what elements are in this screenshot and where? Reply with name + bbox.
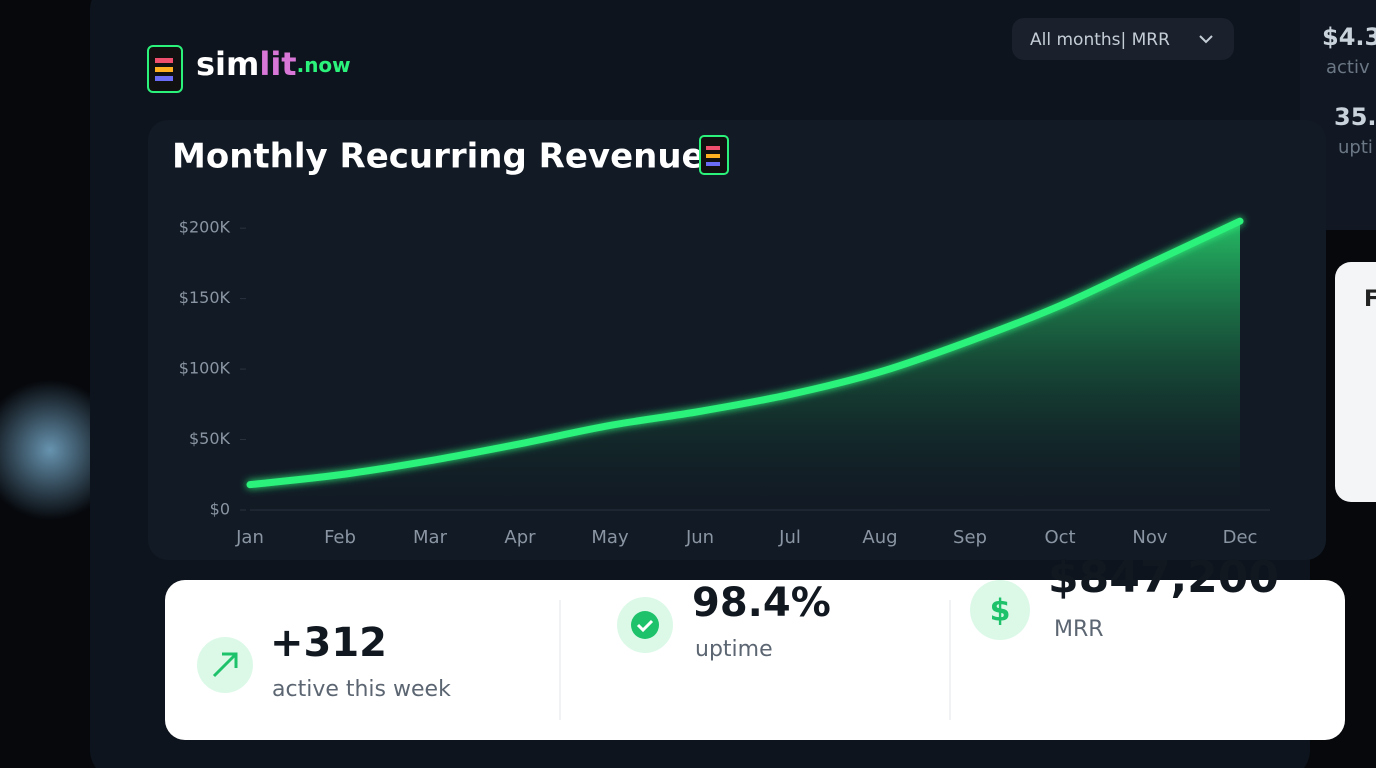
x-tick-label: Dec — [1223, 527, 1258, 548]
side-text: F — [1364, 287, 1376, 312]
brand-sim: sim — [196, 45, 259, 83]
x-tick-label: May — [591, 527, 629, 548]
x-tick-label: Nov — [1132, 527, 1167, 548]
logo — [147, 45, 183, 93]
stat-icon — [970, 580, 1030, 640]
x-tick-label: Jul — [778, 527, 801, 548]
stats-card — [165, 580, 1345, 740]
x-tick-label: Mar — [413, 527, 448, 548]
stat-label: uptime — [695, 637, 773, 662]
brand: simlit.now — [196, 45, 351, 83]
x-tick-label: Aug — [862, 527, 897, 548]
y-tick-label: $100K — [179, 359, 231, 378]
side-card-light — [1335, 262, 1376, 502]
side-text: 35. — [1334, 103, 1376, 131]
x-tick-label: Feb — [324, 527, 356, 548]
y-tick-label: $0 — [210, 500, 230, 519]
x-tick-label: Jun — [685, 527, 714, 548]
brand-lit: lit — [259, 45, 296, 83]
filter-label[interactable]: All months| MRR — [1030, 30, 1170, 50]
chevron — [1199, 35, 1213, 44]
x-tick-label: Jan — [235, 527, 264, 548]
chart-title: Monthly Recurring Revenue — [172, 137, 705, 177]
stat-label: active this week — [272, 677, 451, 702]
brand-now: .now — [297, 53, 351, 77]
title-icon — [699, 135, 729, 175]
side-text: $4.3 — [1322, 23, 1376, 51]
side-text: activ — [1326, 57, 1370, 78]
x-tick-label: Oct — [1044, 527, 1075, 548]
stat-value: +312 — [270, 620, 387, 666]
bokeh — [0, 380, 120, 520]
stat-label: MRR — [1054, 617, 1104, 642]
area-fill — [250, 221, 1240, 511]
line — [246, 217, 1244, 489]
check-icon — [631, 611, 659, 639]
dollar-icon: $ — [990, 594, 1011, 629]
check-mark — [636, 619, 654, 633]
filter-dropdown[interactable] — [1012, 18, 1234, 60]
y-tick-label: $50K — [189, 429, 231, 448]
stat-value: $847,200 — [1048, 552, 1279, 603]
stat-value: 98.4% — [692, 580, 831, 626]
y-tick-label: $200K — [179, 218, 231, 237]
y-tick-label: $150K — [179, 288, 231, 307]
side-text: upti — [1338, 137, 1373, 158]
x-tick-label: Sep — [953, 527, 987, 548]
x-tick-label: Apr — [504, 527, 536, 548]
arrow-icon — [212, 652, 238, 678]
